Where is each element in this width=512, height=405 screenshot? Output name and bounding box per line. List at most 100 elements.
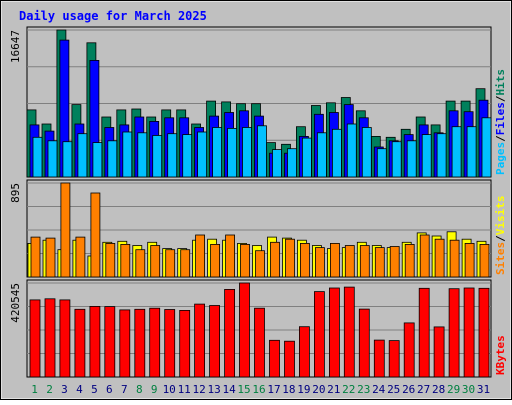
bar-pages-day-12: [197, 131, 208, 178]
bar-sites-day-29: [449, 239, 460, 278]
bar-kbytes-day-2: [44, 298, 56, 378]
legend-entry-visits: Visits: [494, 196, 507, 236]
bar-kbytes-day-17: [269, 339, 280, 378]
x-tick-label-day-16: 16: [252, 383, 265, 396]
x-tick-label-day-13: 13: [207, 383, 220, 396]
bar-pages-day-28: [436, 133, 447, 178]
bar-pages-day-19: [301, 137, 312, 178]
legend-entry-hits: Hits: [494, 69, 507, 96]
bar-kbytes-day-24: [373, 339, 385, 378]
bar-pages-day-14: [227, 127, 238, 178]
bar-sites-day-28: [434, 238, 445, 278]
bar-pages-day-5: [92, 142, 103, 178]
bar-kbytes-day-28: [433, 326, 445, 378]
bar-pages-day-16: [257, 125, 267, 178]
x-tick-label-day-9: 9: [151, 383, 158, 396]
bar-pages-day-31: [481, 117, 492, 178]
bar-sites-day-8: [135, 249, 146, 278]
bar-kbytes-day-10: [164, 309, 176, 378]
bar-sites-day-13: [210, 243, 221, 278]
x-tick-label-day-6: 6: [106, 383, 113, 396]
bar-pages-day-8: [137, 132, 148, 178]
bar-sites-day-6: [105, 242, 116, 278]
x-tick-label-day-24: 24: [372, 383, 386, 396]
x-tick-label-day-19: 19: [297, 383, 310, 396]
bar-kbytes-day-18: [284, 340, 295, 378]
bar-kbytes-day-27: [418, 287, 430, 378]
bar-pages-day-7: [122, 131, 133, 178]
x-tick-label-day-28: 28: [432, 383, 445, 396]
bar-sites-day-9: [150, 245, 161, 278]
bar-pages-day-27: [421, 134, 432, 178]
bar-kbytes-day-19: [298, 326, 310, 378]
bar-pages-day-1: [32, 136, 43, 178]
bar-kbytes-day-4: [74, 308, 86, 378]
bar-pages-day-15: [242, 127, 252, 178]
bar-kbytes-day-6: [104, 306, 116, 378]
x-tick-label-day-5: 5: [91, 383, 98, 396]
bar-pages-day-9: [152, 135, 163, 178]
bar-sites-day-31: [479, 243, 490, 278]
bar-kbytes-day-3: [59, 299, 71, 378]
bar-sites-day-19: [299, 242, 310, 278]
legend-entry-separator: /: [494, 235, 507, 242]
x-tick-label-day-25: 25: [387, 383, 400, 396]
x-tick-label-day-30: 30: [462, 383, 475, 396]
bar-pages-day-4: [77, 133, 88, 178]
bar-sites-day-4: [75, 236, 86, 278]
bar-kbytes-day-23: [358, 308, 370, 378]
tick-label-kbytes: 420545: [9, 283, 22, 323]
legend-entry-separator: /: [494, 95, 507, 102]
bar-kbytes-day-16: [254, 307, 265, 378]
bar-kbytes-day-8: [134, 308, 146, 378]
bar-kbytes-day-13: [209, 305, 221, 378]
bar-sites-day-30: [464, 242, 475, 278]
bar-kbytes-day-11: [179, 309, 191, 378]
bar-pages-day-23: [361, 127, 372, 178]
bar-pages-day-11: [182, 134, 193, 178]
x-tick-label-day-27: 27: [417, 383, 430, 396]
bar-pages-day-26: [406, 140, 417, 178]
x-tick-label-day-22: 22: [342, 383, 355, 396]
bar-sites-day-16: [255, 250, 265, 278]
x-tick-label-day-14: 14: [222, 383, 236, 396]
panel-visitors: 895 Sites/Visits: [9, 179, 507, 278]
bar-sites-day-5: [90, 192, 101, 278]
bar-sites-day-1: [30, 236, 41, 278]
legend-entry-sites: Sites: [494, 242, 507, 275]
bar-sites-day-2: [45, 237, 56, 278]
x-tick-label-day-21: 21: [327, 383, 340, 396]
x-tick-label-day-12: 12: [192, 383, 205, 396]
legend-kbytes: KBytes: [494, 335, 507, 375]
bar-kbytes-day-14: [224, 288, 236, 378]
bar-sites-day-14: [225, 234, 236, 278]
bar-kbytes-day-29: [448, 288, 460, 378]
x-tick-label-day-26: 26: [402, 383, 415, 396]
bar-pages-day-3: [62, 141, 73, 178]
x-tick-label-day-31: 31: [477, 383, 490, 396]
x-tick-label-day-18: 18: [282, 383, 295, 396]
chart-title: Daily usage for March 2025: [19, 9, 207, 23]
bar-pages-day-30: [466, 126, 477, 178]
bar-sites-day-27: [419, 234, 430, 278]
legend-entry-files: Files: [494, 102, 507, 135]
x-tick-label-day-4: 4: [76, 383, 83, 396]
bar-sites-day-20: [314, 247, 325, 278]
bar-sites-day-11: [180, 249, 191, 278]
bar-sites-day-26: [404, 243, 415, 278]
panel-kbytes: 420545 KBytes: [9, 279, 507, 378]
legend-entry-pages: Pages: [494, 142, 507, 175]
bar-kbytes-day-15: [239, 282, 250, 378]
bar-sites-day-18: [285, 238, 295, 278]
bar-sites-day-23: [359, 245, 370, 278]
bar-sites-day-24: [374, 247, 385, 278]
x-tick-label-day-20: 20: [312, 383, 325, 396]
bar-kbytes-day-25: [388, 340, 400, 378]
bar-pages-day-17: [272, 149, 282, 178]
bar-sites-day-21: [329, 242, 340, 278]
x-tick-label-day-1: 1: [31, 383, 38, 396]
bar-pages-day-25: [391, 141, 402, 178]
